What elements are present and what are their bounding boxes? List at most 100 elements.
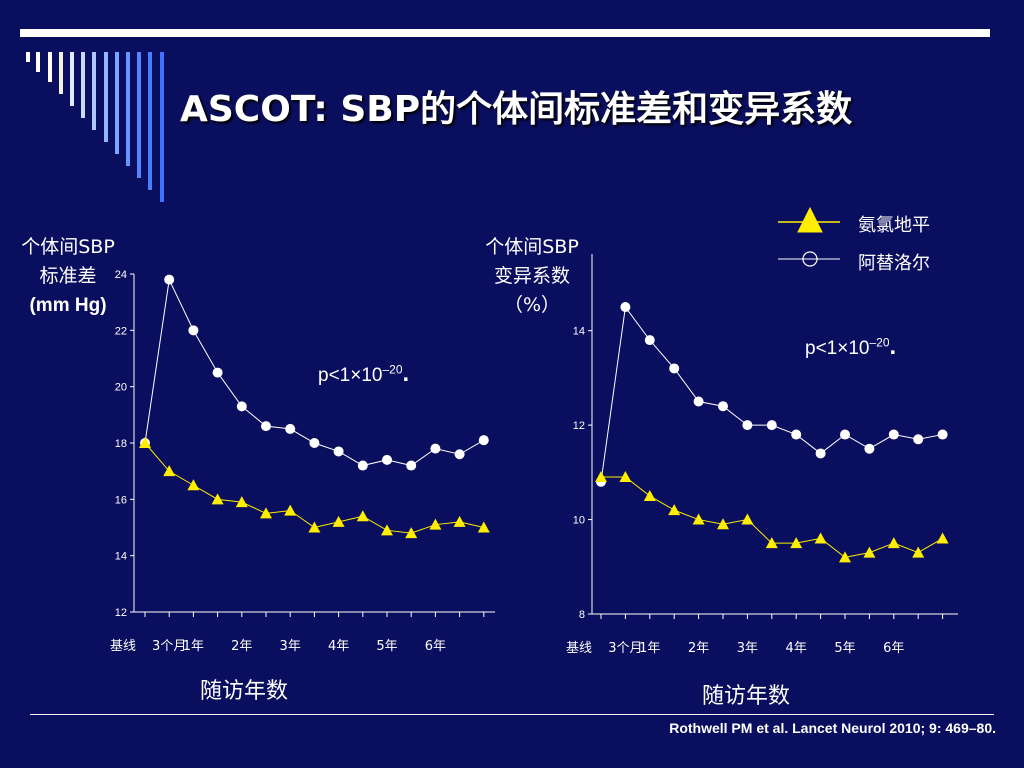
left-y-axis-label: 个体间SBP 标准差 (mm Hg) bbox=[6, 233, 130, 320]
right-atenolol-point bbox=[864, 443, 875, 454]
right-atenolol-point bbox=[644, 335, 655, 346]
left-y-tick-label: 14 bbox=[115, 551, 127, 563]
left-atenolol-point bbox=[333, 446, 344, 457]
right-amlodipine-point bbox=[643, 489, 656, 501]
right-amlodipine-point bbox=[790, 537, 803, 549]
right-amlodipine-point bbox=[692, 513, 705, 525]
right-x-tick-label: 6年 bbox=[883, 641, 904, 656]
left-amlodipine-point bbox=[381, 524, 393, 536]
left-atenolol-point bbox=[212, 367, 223, 378]
right-x-tick-label: 5年 bbox=[834, 641, 855, 656]
left-x-tick-label: 6年 bbox=[425, 639, 446, 654]
left-amlodipine-point bbox=[163, 465, 176, 477]
left-amlodipine-point bbox=[332, 515, 345, 527]
legend-label-amlodipine: 氨氯地平 bbox=[858, 215, 930, 236]
right-atenolol-point bbox=[791, 429, 802, 440]
left-atenolol-point bbox=[164, 274, 175, 285]
right-amlodipine-point bbox=[863, 546, 876, 558]
left-atenolol-point bbox=[309, 438, 320, 448]
right-x-tick-label: 3年 bbox=[737, 641, 758, 656]
left-y-tick-label: 22 bbox=[115, 325, 127, 337]
right-amlodipine-point bbox=[717, 518, 729, 530]
left-y-tick-label: 12 bbox=[115, 607, 127, 619]
left-x-tick-label: 基线 bbox=[110, 639, 136, 654]
left-atenolol-point bbox=[236, 401, 247, 412]
right-series-line-circle bbox=[600, 305, 943, 482]
right-atenolol-point bbox=[766, 420, 777, 431]
left-x-tick-label: 2年 bbox=[231, 639, 252, 654]
left-x-axis-title: 随访年数 bbox=[200, 679, 289, 704]
left-y-tick-label: 16 bbox=[115, 494, 127, 506]
citation: Rothwell PM et al. Lancet Neurol 2010; 9… bbox=[669, 720, 996, 736]
right-amlodipine-point bbox=[887, 537, 900, 549]
left-amlodipine-point bbox=[429, 518, 442, 530]
right-amlodipine-point bbox=[595, 471, 607, 483]
left-amlodipine-point bbox=[405, 527, 418, 539]
left-amlodipine-point bbox=[235, 496, 248, 508]
left-amlodipine-point bbox=[139, 437, 151, 448]
right-amlodipine-point bbox=[619, 471, 632, 483]
right-amlodipine-point bbox=[912, 546, 925, 558]
right-y-label-line-1: 个体间SBP bbox=[485, 236, 579, 258]
right-y-tick-label: 8 bbox=[579, 609, 585, 621]
left-amlodipine-point bbox=[260, 507, 272, 519]
right-y-tick-label: 12 bbox=[573, 420, 585, 432]
left-atenolol-point bbox=[430, 443, 441, 454]
left-atenolol-point bbox=[478, 435, 489, 446]
right-atenolol-point bbox=[620, 302, 631, 313]
left-amlodipine-point bbox=[453, 515, 466, 527]
right-p-value: p<1×10–20. bbox=[805, 333, 897, 360]
left-y-label-line-2: 标准差 bbox=[39, 265, 97, 287]
right-x-tick-label: 2年 bbox=[688, 641, 709, 656]
right-amlodipine-point bbox=[668, 504, 681, 516]
left-x-tick-label: 1年 bbox=[183, 639, 204, 654]
right-atenolol-point bbox=[669, 363, 680, 374]
left-x-tick-label: 3个月 bbox=[152, 639, 186, 654]
right-amlodipine-point bbox=[936, 532, 949, 544]
right-x-tick-label: 基线 bbox=[566, 641, 592, 656]
bottom-rule bbox=[30, 714, 994, 715]
right-y-label-line-3: （%） bbox=[503, 294, 561, 316]
left-amlodipine-point bbox=[308, 521, 321, 533]
right-atenolol-point bbox=[937, 429, 948, 440]
right-atenolol-point bbox=[693, 396, 704, 407]
legend-symbol-amlodipine bbox=[778, 206, 840, 233]
right-amlodipine-point bbox=[741, 513, 754, 525]
left-y-label-line-1: 个体间SBP bbox=[21, 236, 115, 258]
left-atenolol-point bbox=[261, 421, 271, 432]
right-x-tick-label: 3个月 bbox=[608, 641, 642, 656]
left-x-tick-label: 3年 bbox=[280, 639, 301, 654]
right-atenolol-point bbox=[815, 448, 826, 459]
left-amlodipine-point bbox=[187, 479, 200, 491]
right-x-tick-label: 1年 bbox=[639, 641, 660, 656]
legend-label-atenolol: 阿替洛尔 bbox=[858, 253, 930, 274]
right-atenolol-point bbox=[718, 401, 728, 412]
right-amlodipine-point bbox=[839, 551, 851, 563]
left-x-tick-label: 5年 bbox=[376, 639, 397, 654]
right-x-tick-label: 4年 bbox=[786, 641, 807, 656]
left-amlodipine-point bbox=[477, 521, 490, 533]
left-amlodipine-point bbox=[211, 493, 224, 505]
left-y-tick-label: 20 bbox=[115, 382, 127, 394]
left-atenolol-point bbox=[357, 460, 368, 471]
right-atenolol-point bbox=[840, 429, 850, 440]
slide-title: ASCOT: SBP的个体间标准差和变异系数 bbox=[180, 89, 853, 130]
right-atenolol-point bbox=[742, 420, 753, 431]
left-amlodipine-point bbox=[284, 504, 297, 516]
right-x-axis-title: 随访年数 bbox=[702, 684, 791, 709]
left-atenolol-point bbox=[285, 423, 296, 434]
left-amlodipine-point bbox=[356, 510, 369, 522]
right-amlodipine-point bbox=[814, 532, 827, 544]
left-atenolol-point bbox=[454, 449, 465, 460]
legend-symbol-atenolol bbox=[778, 251, 840, 267]
right-y-axis-label: 个体间SBP 变异系数 （%） bbox=[470, 233, 594, 320]
left-atenolol-point bbox=[382, 454, 392, 465]
top-rule bbox=[20, 29, 990, 37]
left-atenolol-point bbox=[406, 460, 417, 471]
right-y-label-line-2: 变异系数 bbox=[493, 265, 570, 287]
right-y-tick-label: 10 bbox=[573, 515, 585, 527]
left-y-tick-label: 18 bbox=[115, 438, 127, 450]
